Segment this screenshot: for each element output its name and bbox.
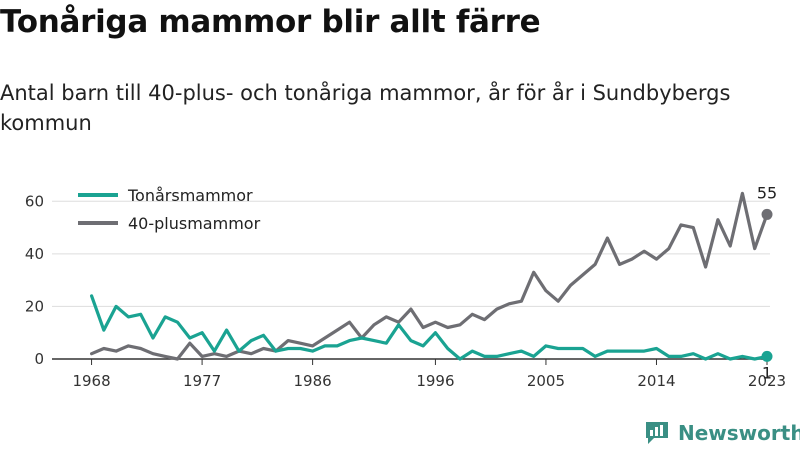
endpoint-label-tonårsmammor: 1 — [762, 363, 772, 382]
x-tick-label: 2005 — [527, 372, 565, 390]
x-tick-label: 1996 — [416, 372, 454, 390]
series-line-tonårsmammor — [90, 294, 769, 361]
legend-label-40-plusmammor: 40-plusmammor — [128, 214, 261, 233]
endpoint-label-40-plusmammor: 55 — [757, 183, 777, 202]
y-tick-label: 60 — [25, 192, 44, 210]
x-tick-label: 1977 — [183, 372, 221, 390]
x-tick-label: 1986 — [294, 372, 332, 390]
brand-name: Newsworthy — [678, 421, 800, 445]
chart-title: Tonåriga mammor blir allt färre — [0, 4, 541, 40]
chart-subtitle: Antal barn till 40-plus- och tonåriga ma… — [0, 81, 731, 135]
legend-label-tonarsmammor: Tonårsmammor — [127, 186, 253, 205]
newsworthy-icon — [646, 422, 668, 444]
x-tick-label: 2014 — [637, 372, 675, 390]
legend: Tonårsmammor 40-plusmammor — [78, 186, 261, 233]
x-tick-label: 2023 — [748, 372, 786, 390]
newsworthy-logo: Newsworthy — [644, 418, 800, 448]
y-tick-label: 40 — [25, 245, 44, 263]
series-line-40-plusmammor — [90, 191, 769, 361]
endpoint-marker-tonårsmammor — [761, 350, 773, 362]
y-tick-label: 20 — [25, 297, 44, 315]
y-tick-label: 0 — [34, 350, 44, 368]
x-tick-label: 1968 — [72, 372, 110, 390]
endpoint-marker-40-plusmammor — [761, 208, 773, 220]
